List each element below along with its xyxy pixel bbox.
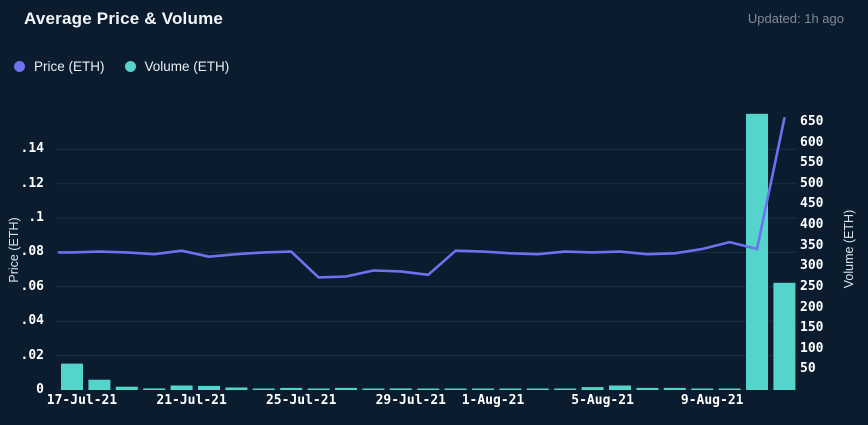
x-axis-tick-label: 17-Jul-21 (46, 393, 118, 408)
legend-label: Price (ETH) (34, 59, 105, 74)
volume-bar (115, 386, 138, 390)
volume-bar (636, 387, 659, 390)
volume-bar (389, 388, 412, 390)
y-axis-left-tick-label: 0 (36, 382, 44, 397)
y-axis-right-tick-label: 550 (800, 155, 824, 171)
y-axis-left-tick-label: .12 (20, 175, 44, 191)
volume-bar (526, 388, 549, 390)
y-axis-right-tick-label: 600 (800, 134, 824, 150)
y-axis-right-tick-label: 150 (800, 320, 824, 336)
y-axis-right-tick-label: 300 (800, 258, 824, 274)
y-axis-right-tick-label: 350 (800, 237, 824, 253)
y-axis-left-tick-label: .06 (20, 278, 44, 294)
y-axis-left-tick-label: .08 (20, 244, 44, 260)
chart-plot[interactable] (56, 108, 797, 390)
y-axis-left-tick-label: .1 (28, 210, 44, 226)
legend-item-volume[interactable]: Volume (ETH) (124, 59, 230, 74)
volume-bar (663, 387, 686, 390)
x-axis-tick-label: 1-Aug-21 (461, 393, 525, 408)
volume-bar (252, 388, 275, 390)
volume-bar (198, 385, 220, 390)
volume-bar (143, 388, 166, 390)
updated-timestamp: Updated: 1h ago (747, 11, 844, 26)
x-axis-tick-label: 21-Jul-21 (156, 393, 227, 408)
y-axis-right-tick-label: 200 (800, 299, 824, 315)
x-axis-tick-label: 9-Aug-21 (680, 393, 744, 408)
right-axis-title: Volume (ETH) (842, 209, 856, 289)
volume-bar (444, 388, 467, 390)
x-axis-tick-label: 25-Jul-21 (265, 393, 337, 408)
volume-bar (225, 387, 248, 390)
volume-bar (499, 388, 522, 390)
y-axis-right-tick-label: 250 (800, 278, 824, 294)
page-title: Average Price & Volume (24, 9, 224, 28)
x-axis-tick-label: 29-Jul-21 (375, 393, 447, 408)
volume-bar (307, 388, 330, 390)
volume-bar (335, 387, 357, 390)
x-axis-tick-label: 5-Aug-21 (571, 393, 634, 408)
y-axis-right-tick-label: 50 (800, 361, 816, 377)
y-axis-left-tick-label: .02 (20, 347, 44, 363)
chart-legend: Price (ETH) Volume (ETH) (14, 59, 229, 74)
volume-bar (61, 363, 83, 390)
legend-item-price[interactable]: Price (ETH) (14, 59, 105, 74)
legend-dot-icon (14, 61, 25, 72)
volume-bar (609, 385, 631, 390)
y-axis-right-tick-label: 650 (800, 114, 824, 130)
volume-bar (472, 388, 494, 390)
volume-bar (280, 387, 303, 390)
y-axis-left-tick-label: .14 (20, 141, 44, 157)
chart-plot-svg[interactable] (56, 108, 797, 390)
volume-bar (417, 388, 440, 390)
legend-dot-icon (124, 61, 136, 72)
legend-label: Volume (ETH) (144, 59, 230, 74)
y-axis-right-tick-label: 400 (800, 217, 824, 233)
volume-bar (554, 388, 577, 390)
volume-bar (362, 388, 385, 390)
chart-header: Average Price & Volume Updated: 1h ago (0, 0, 868, 34)
price-line (57, 117, 786, 279)
y-axis-right-tick-label: 450 (800, 196, 824, 212)
volume-bar (773, 282, 796, 390)
volume-bar (718, 388, 741, 390)
volume-bar (691, 388, 714, 390)
volume-bar (88, 379, 111, 390)
volume-bar (581, 387, 604, 390)
volume-bar (170, 385, 193, 390)
y-axis-right-tick-label: 100 (800, 340, 824, 356)
y-axis-left-tick-label: .04 (20, 313, 44, 329)
y-axis-right-tick-label: 500 (800, 175, 824, 191)
volume-bar (746, 113, 768, 390)
